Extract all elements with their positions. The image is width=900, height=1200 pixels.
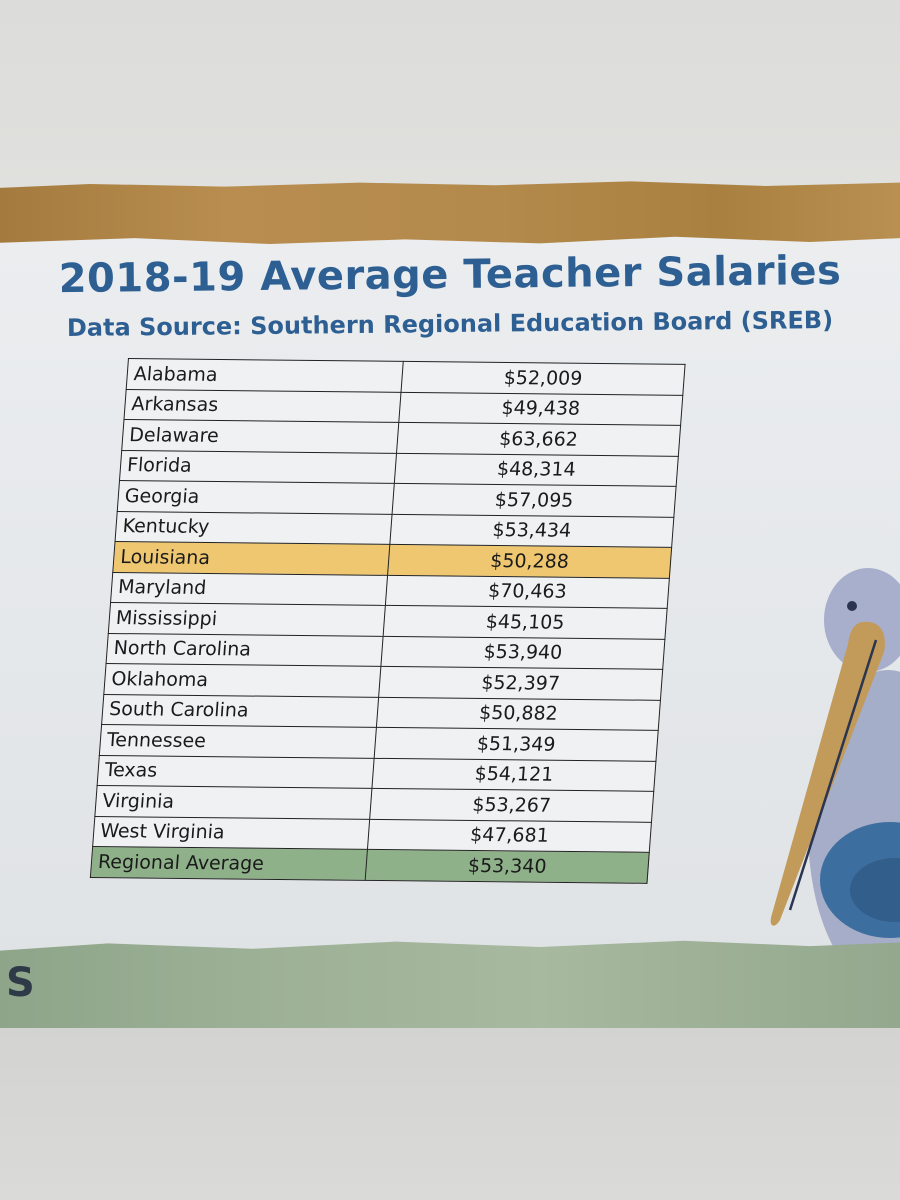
salary-value: $63,662: [396, 422, 681, 456]
state-name: Alabama: [126, 358, 404, 392]
salary-table-container: Alabama $52,009 Arkansas $49,438 Delawar…: [89, 358, 686, 884]
state-name: Mississippi: [108, 602, 386, 636]
salary-value: $53,940: [380, 635, 665, 670]
state-name: Delaware: [121, 419, 399, 453]
state-name: Georgia: [117, 480, 395, 514]
top-brown-border: [0, 181, 900, 245]
state-name: Oklahoma: [103, 663, 381, 697]
state-name: North Carolina: [106, 632, 384, 667]
salary-value: $50,882: [376, 696, 661, 731]
state-name: Maryland: [110, 571, 388, 606]
salary-value: $51,349: [374, 727, 659, 761]
cropped-letter: S: [6, 960, 35, 1006]
salary-value: $47,681: [367, 818, 652, 853]
salary-value: $49,438: [398, 391, 683, 426]
bottom-green-border: [0, 940, 900, 1028]
state-name: West Virginia: [92, 815, 370, 850]
salary-value: $54,121: [371, 757, 656, 792]
salary-value: $52,397: [378, 666, 663, 700]
state-name: Virginia: [94, 785, 372, 819]
regional-average-row: Regional Average $53,340: [90, 846, 650, 883]
salary-table: Alabama $52,009 Arkansas $49,438 Delawar…: [89, 358, 686, 884]
salary-value: $53,434: [389, 513, 674, 548]
salary-value: $48,314: [394, 452, 679, 487]
state-name: Kentucky: [115, 510, 393, 545]
pelican-illustration: [770, 568, 900, 950]
state-name: Louisiana: [112, 541, 390, 575]
salary-value: $53,267: [369, 788, 654, 822]
salary-value: $50,288: [387, 544, 672, 578]
salary-value: $70,463: [385, 574, 670, 609]
salary-value: $45,105: [383, 605, 668, 639]
salary-value: $52,009: [401, 361, 686, 395]
regional-average-label: Regional Average: [90, 846, 368, 880]
regional-average-value: $53,340: [365, 849, 650, 883]
photo-foreground: [0, 1028, 900, 1200]
salary-value: $57,095: [392, 483, 677, 517]
state-name: Arkansas: [123, 389, 402, 423]
state-name: South Carolina: [101, 693, 379, 728]
state-name: Texas: [97, 754, 375, 789]
state-name: Florida: [119, 450, 397, 484]
state-name: Tennessee: [99, 724, 377, 758]
poster-title: 2018-19 Average Teacher Salaries: [58, 247, 842, 303]
